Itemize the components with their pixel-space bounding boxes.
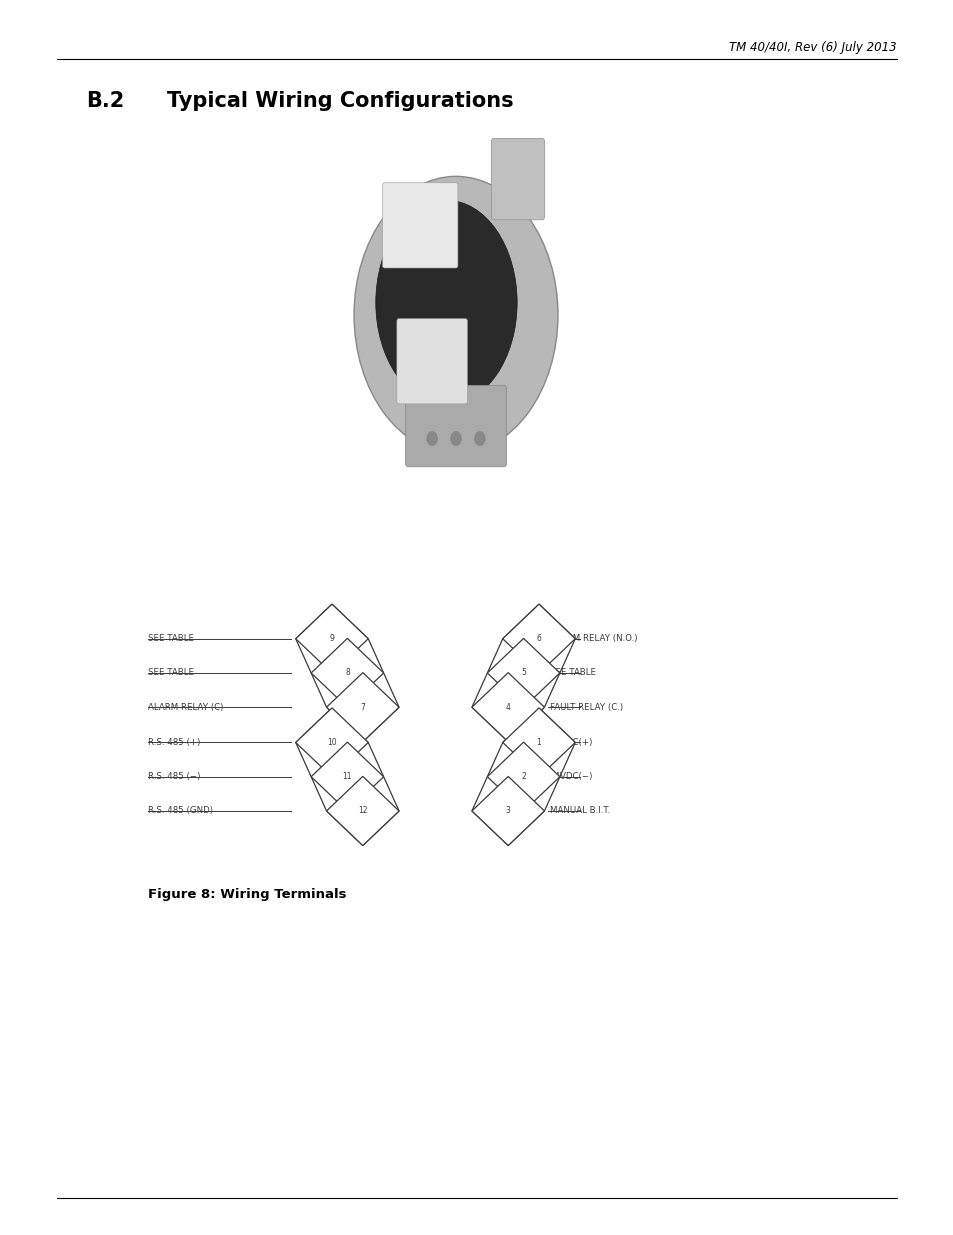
Polygon shape [311,638,383,708]
Text: TM 40/40I, Rev (6) July 2013: TM 40/40I, Rev (6) July 2013 [728,41,896,54]
Text: 7: 7 [360,703,365,711]
Text: 12: 12 [357,806,367,815]
Text: B.2: B.2 [86,91,124,111]
Text: 11: 11 [342,772,352,782]
Text: R.S. 485 (GND): R.S. 485 (GND) [148,806,213,815]
Text: ALARM RELAY (N.O.): ALARM RELAY (N.O.) [549,635,637,643]
Polygon shape [502,708,575,777]
FancyBboxPatch shape [396,319,467,404]
Polygon shape [487,742,559,811]
Polygon shape [326,777,398,846]
FancyBboxPatch shape [405,385,506,467]
Polygon shape [295,604,368,673]
Text: 1: 1 [537,739,540,747]
FancyBboxPatch shape [382,183,457,268]
Polygon shape [311,742,383,811]
Circle shape [450,431,461,446]
Polygon shape [472,673,544,742]
Ellipse shape [354,177,558,453]
Polygon shape [472,777,544,846]
Text: Typical Wiring Configurations: Typical Wiring Configurations [167,91,513,111]
Text: 24VDC(−): 24VDC(−) [549,772,592,782]
Text: MANUAL B.I.T.: MANUAL B.I.T. [549,806,609,815]
Text: 6: 6 [536,635,541,643]
Circle shape [426,431,437,446]
Text: SEE TABLE: SEE TABLE [148,635,193,643]
Text: FAULT RELAY (C.): FAULT RELAY (C.) [549,703,622,711]
FancyBboxPatch shape [491,138,544,220]
Polygon shape [295,708,368,777]
Text: ALARM RELAY (C): ALARM RELAY (C) [148,703,223,711]
Text: Figure 8: Wiring Terminals: Figure 8: Wiring Terminals [148,888,346,902]
Text: 10: 10 [327,739,336,747]
Text: 3: 3 [505,806,510,815]
Polygon shape [487,638,559,708]
Polygon shape [326,673,398,742]
Circle shape [474,431,485,446]
Text: 24VDC(+): 24VDC(+) [549,739,592,747]
Text: 9: 9 [329,635,335,643]
Text: R.S. 485 (−): R.S. 485 (−) [148,772,200,782]
Polygon shape [502,604,575,673]
Text: 5: 5 [520,668,525,678]
Text: 2: 2 [520,772,525,782]
Text: 8: 8 [345,668,350,678]
Text: SEE TABLE: SEE TABLE [148,668,193,678]
Ellipse shape [375,200,517,405]
Text: R.S. 485 (+): R.S. 485 (+) [148,739,200,747]
Text: SEE TABLE: SEE TABLE [549,668,595,678]
Text: 4: 4 [505,703,510,711]
